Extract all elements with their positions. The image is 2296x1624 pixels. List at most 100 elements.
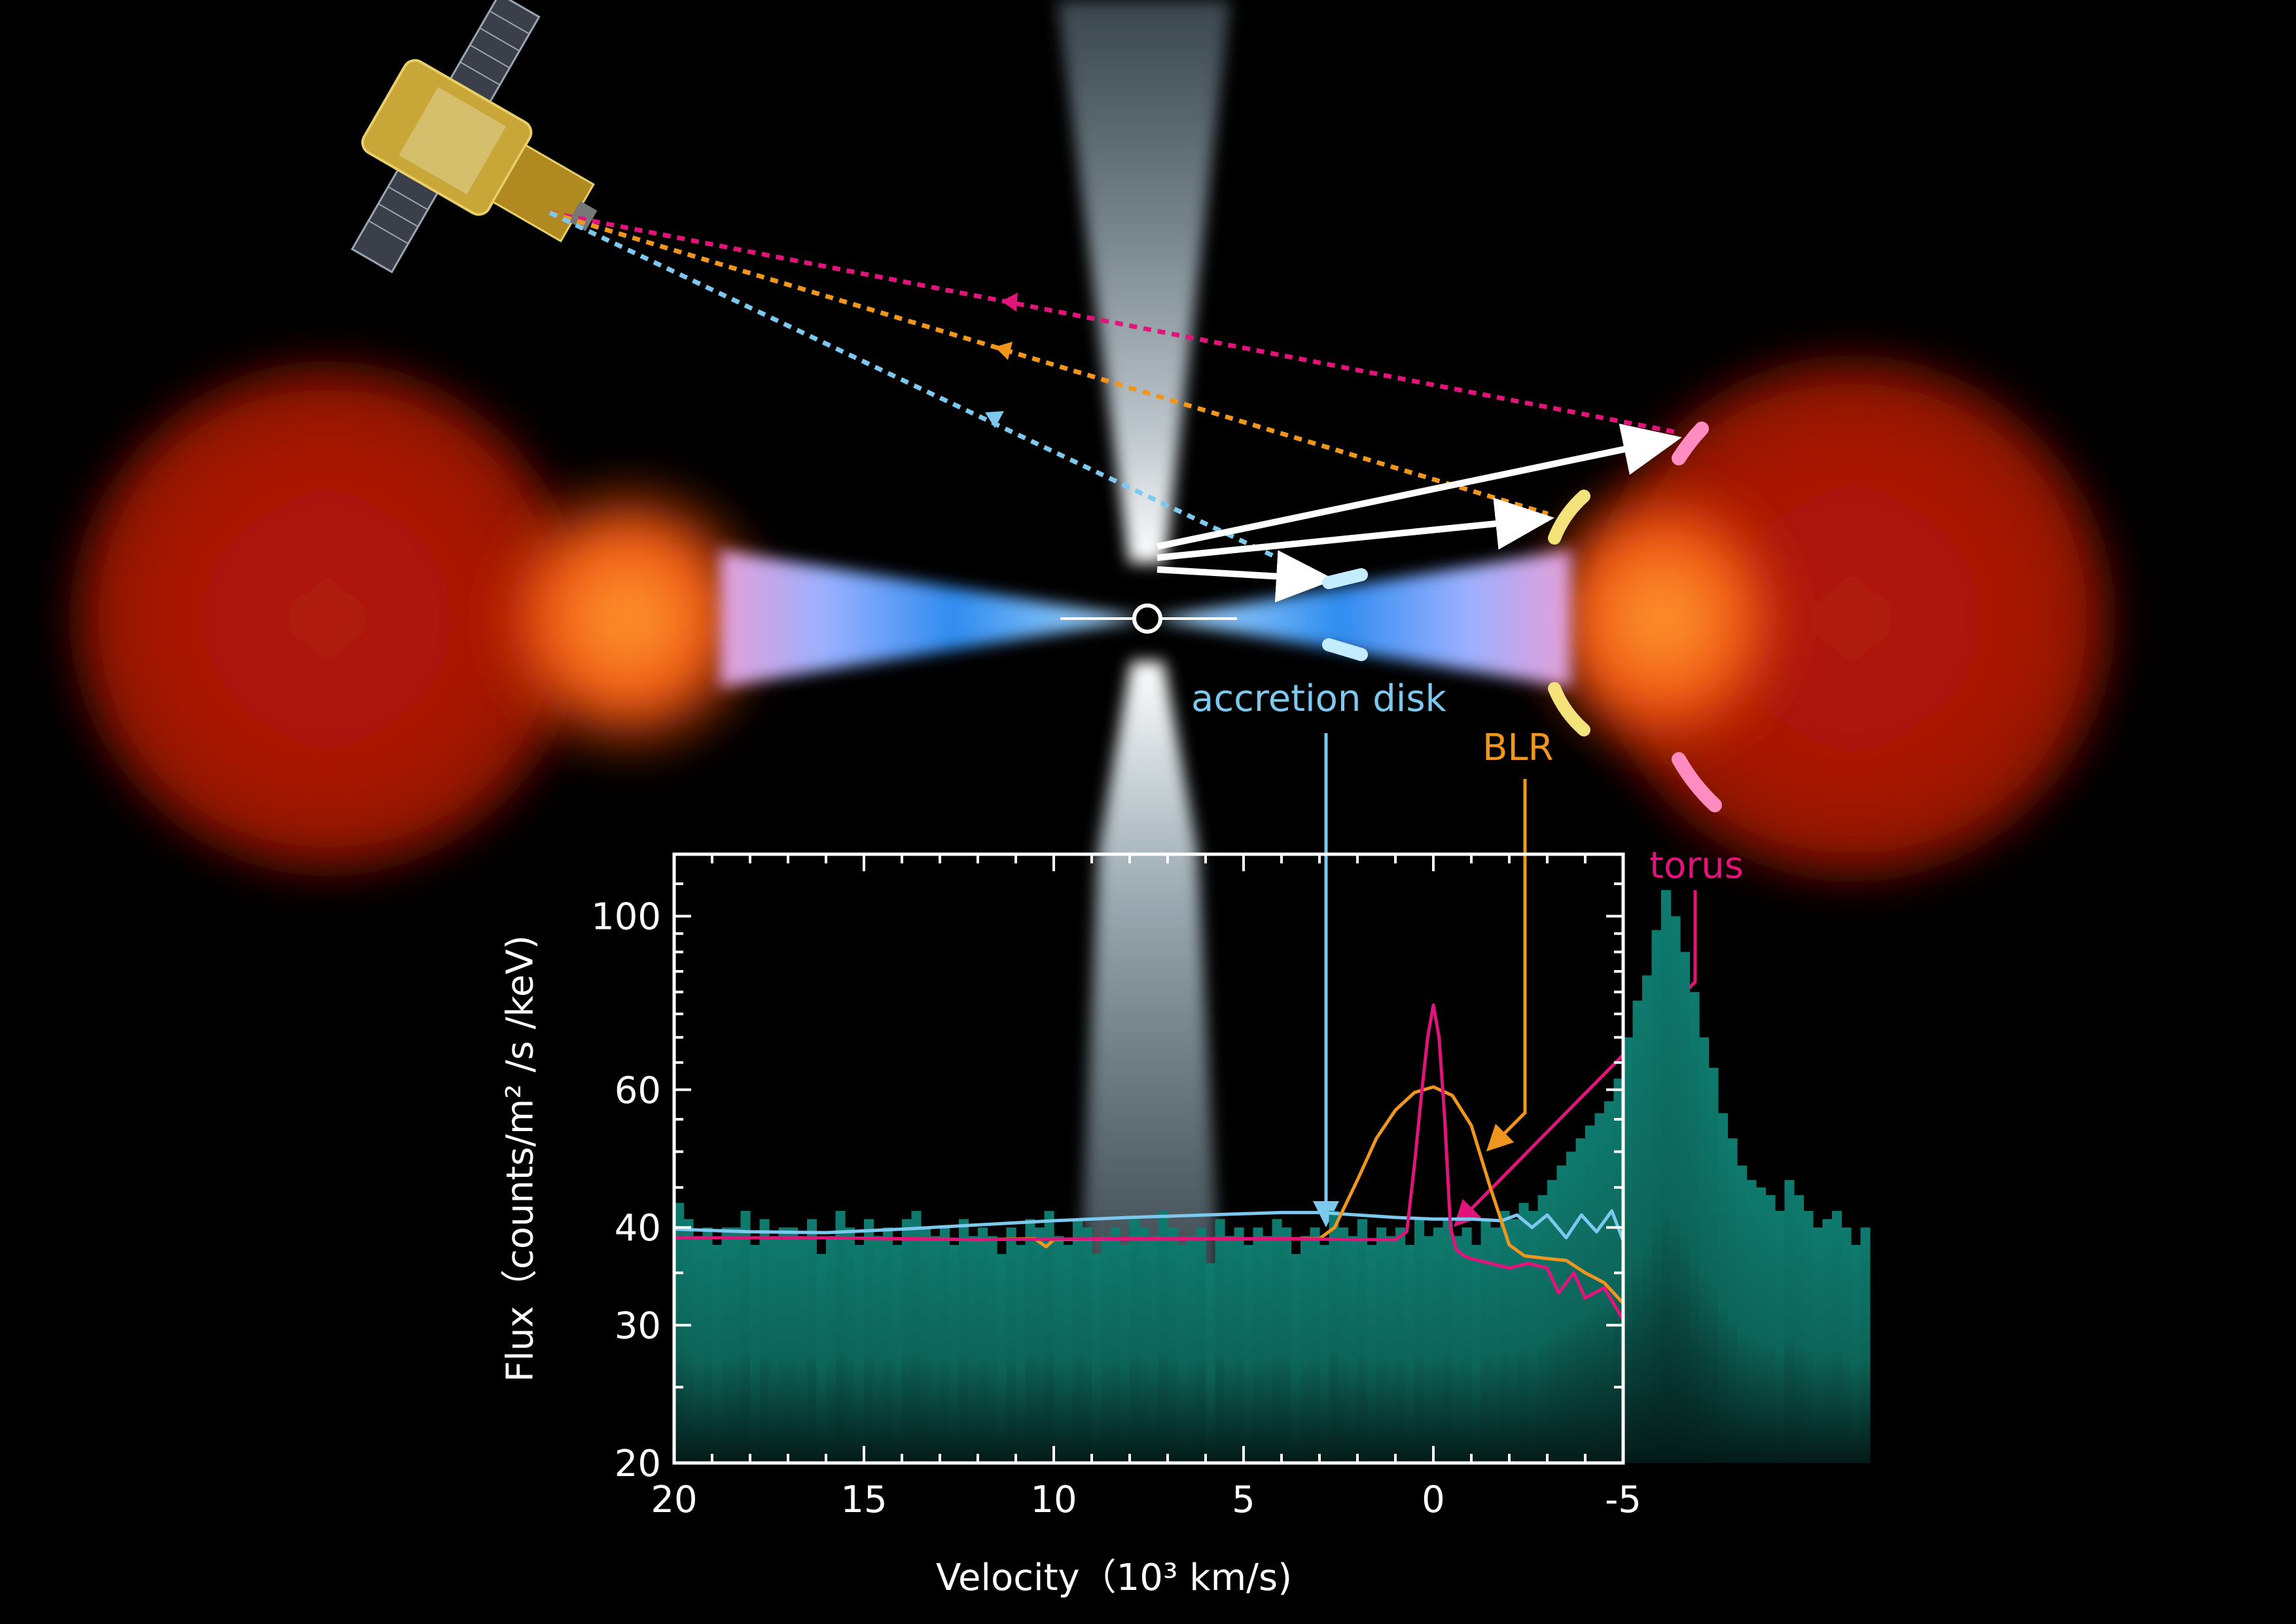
histogram-bar bbox=[1272, 1219, 1282, 1463]
region-markers bbox=[1322, 422, 1722, 812]
series-line-accretion-disk bbox=[673, 1209, 1625, 1241]
plot-frame bbox=[672, 852, 1625, 1465]
histogram-bar bbox=[1329, 1210, 1339, 1463]
histogram-bar bbox=[1367, 1244, 1377, 1463]
accretion-disk bbox=[720, 550, 1571, 687]
histogram-bar bbox=[740, 1210, 751, 1463]
histogram-bar bbox=[1206, 1263, 1216, 1463]
histogram-bar bbox=[778, 1227, 789, 1463]
histogram-bar bbox=[1547, 1180, 1558, 1463]
histogram-bar bbox=[1613, 1078, 1624, 1463]
histogram-bar bbox=[1376, 1227, 1387, 1463]
histogram-bar bbox=[1765, 1195, 1776, 1463]
histogram-bar bbox=[1158, 1210, 1168, 1463]
histogram-bar bbox=[864, 1219, 874, 1463]
y-tick-label: 20 bbox=[615, 1443, 661, 1485]
x-tick-label: -5 bbox=[1605, 1479, 1641, 1521]
histogram-bar bbox=[1082, 1227, 1092, 1463]
histogram-bar bbox=[1120, 1244, 1130, 1463]
histogram-bar bbox=[1092, 1254, 1102, 1463]
histogram-bar bbox=[1006, 1227, 1016, 1463]
histogram-bar bbox=[1822, 1219, 1833, 1463]
histogram-bar bbox=[1433, 1227, 1444, 1463]
series-line-blr bbox=[674, 1085, 1624, 1305]
blr-sightline bbox=[548, 210, 1549, 516]
tick-labels: 20 15 10 5 0 -5 20 30 40 60 100 bbox=[591, 896, 1641, 1521]
histogram-bar bbox=[845, 1227, 855, 1463]
y-axis-title: Flux（counts/m² /s /keV) bbox=[499, 935, 542, 1382]
histogram-bar bbox=[1604, 1101, 1615, 1463]
histogram-bar bbox=[1462, 1227, 1472, 1463]
histogram-bar bbox=[1319, 1244, 1330, 1463]
black-hole-icon bbox=[1132, 604, 1162, 634]
disk-sightline bbox=[548, 210, 1310, 575]
histogram-bar bbox=[1480, 1219, 1491, 1463]
histogram-bar bbox=[1803, 1210, 1814, 1463]
model-curves bbox=[673, 1003, 1625, 1321]
histogram-bar bbox=[1699, 1037, 1710, 1463]
histogram-bar bbox=[807, 1219, 817, 1463]
x-tick-label: 10 bbox=[1030, 1479, 1077, 1521]
histogram-bar bbox=[1044, 1210, 1054, 1463]
histogram-bar bbox=[1594, 1113, 1605, 1463]
emission-arrows bbox=[1156, 424, 1682, 603]
histogram-bar bbox=[1689, 992, 1700, 1463]
x-axis-title: Velocity（10³ km/s) bbox=[936, 1557, 1293, 1599]
histogram-bars bbox=[674, 890, 1871, 1463]
histogram-bar bbox=[1139, 1227, 1149, 1463]
histogram-bar bbox=[949, 1244, 960, 1463]
histogram-bar bbox=[997, 1254, 1007, 1463]
histogram-bar bbox=[1784, 1180, 1795, 1463]
histogram-bar bbox=[1263, 1236, 1273, 1463]
histogram-bar bbox=[1338, 1227, 1349, 1463]
histogram-bar bbox=[911, 1210, 922, 1463]
histogram-bar bbox=[1253, 1227, 1263, 1463]
chart-axes bbox=[672, 852, 1625, 1465]
satellite-icon bbox=[350, 0, 598, 274]
histogram-bar bbox=[1727, 1138, 1738, 1463]
histogram-bar bbox=[1499, 1210, 1510, 1463]
histogram-bar bbox=[816, 1254, 827, 1463]
x-tick-label: 15 bbox=[840, 1479, 887, 1521]
histogram-bar bbox=[1215, 1219, 1225, 1463]
histogram-bar bbox=[1860, 1227, 1871, 1463]
histogram-bar bbox=[1509, 1219, 1520, 1463]
histogram-bar bbox=[854, 1244, 865, 1463]
histogram-bar bbox=[1016, 1244, 1026, 1463]
histogram-bar bbox=[1575, 1138, 1586, 1463]
histogram-bar bbox=[1225, 1236, 1235, 1463]
histogram-bar bbox=[1718, 1113, 1729, 1463]
histogram-bar bbox=[1063, 1244, 1073, 1463]
histogram-bar bbox=[1528, 1210, 1539, 1463]
y-tick-label: 100 bbox=[591, 896, 661, 939]
y-tick-label: 30 bbox=[615, 1305, 661, 1348]
x-tick-label: 20 bbox=[651, 1479, 697, 1521]
histogram-bar bbox=[1841, 1227, 1852, 1463]
histogram-bar bbox=[1168, 1227, 1178, 1463]
histogram-bar bbox=[1632, 1000, 1643, 1463]
torus-left bbox=[52, 344, 779, 893]
histogram-bar bbox=[1177, 1244, 1187, 1463]
histogram-bar bbox=[1187, 1236, 1197, 1463]
histogram-bar bbox=[731, 1227, 742, 1463]
histogram-bar bbox=[1471, 1244, 1482, 1463]
histogram-bar bbox=[693, 1236, 704, 1463]
histogram-bar bbox=[1566, 1151, 1577, 1463]
histogram-bar bbox=[902, 1219, 912, 1463]
accretion-disk-label: accretion disk bbox=[1191, 677, 1446, 720]
histogram-bar bbox=[1746, 1180, 1757, 1463]
histogram-bar bbox=[683, 1219, 694, 1463]
histogram-bar bbox=[1651, 929, 1662, 1463]
histogram-bar bbox=[826, 1236, 836, 1463]
histogram-bar bbox=[1405, 1244, 1415, 1463]
histogram-bar bbox=[1054, 1236, 1064, 1463]
torus-right bbox=[1518, 337, 2134, 900]
histogram-bar bbox=[1670, 916, 1681, 1463]
histogram-bar bbox=[1775, 1210, 1785, 1463]
histogram-bar bbox=[712, 1244, 723, 1463]
histogram-bar bbox=[1386, 1236, 1396, 1463]
histogram-bar bbox=[702, 1227, 713, 1463]
histogram-bar bbox=[1414, 1219, 1425, 1463]
histogram-bar bbox=[1073, 1219, 1083, 1463]
histogram-bar bbox=[1708, 1068, 1719, 1463]
